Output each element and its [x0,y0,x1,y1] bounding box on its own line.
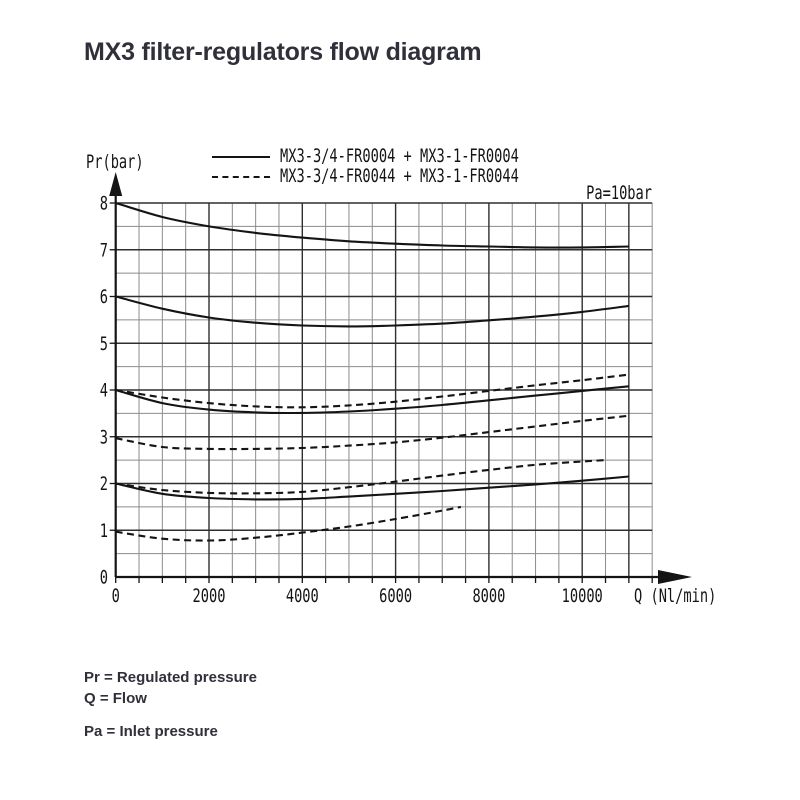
y-tick-label: 6 [100,286,108,308]
y-tick-label: 5 [100,333,108,355]
y-tick-label: 7 [100,239,108,261]
curve-fr0044-3bar [115,414,630,451]
x-tick-label: 10000 [562,585,603,607]
flow-curves [115,201,630,542]
legend-notes: Pr = Regulated pressure Q = Flow Pa = In… [84,667,257,742]
curve-fr0004-2bar [115,475,629,501]
y-axis-arrow-icon [109,172,123,196]
y-tick-label: 2 [100,473,108,495]
y-tick-label: 0 [100,566,108,588]
x-tick-label: 6000 [379,585,412,607]
tick-marks [109,202,653,583]
y-tick-label: 8 [100,192,108,214]
legend-label-fr0044: MX3-3/4-FR0044 + MX3-1-FR0044 [280,165,519,187]
y-tick-label: 4 [100,379,108,401]
curve-fr0044-2bar [115,459,606,495]
legend-dashed-line-swatch [212,176,270,178]
x-axis-arrow-icon [658,570,692,584]
axes [109,172,692,584]
legend-label-fr0004: MX3-3/4-FR0004 + MX3-1-FR0004 [280,145,519,167]
curve-fr0004-6bar [115,295,630,328]
curve-fr0004-8bar [115,201,629,249]
y-tick-label: 3 [100,426,108,448]
x-tick-label: 4000 [286,585,319,607]
legend-solid-line-swatch [212,156,270,158]
y-axis-title: Pr(bar) [86,151,144,173]
curve-fr0044-4bar [115,373,630,409]
x-tick-label: 8000 [472,585,505,607]
note-regulated-pressure: Pr = Regulated pressure [84,669,257,686]
grid-major-lines [115,202,653,577]
inlet-pressure-annotation: Pa=10bar [586,182,652,204]
y-tick-label: 1 [100,520,108,542]
note-flow: Q = Flow [84,690,147,707]
x-tick-label: 0 [112,585,120,607]
page-title: MX3 filter-regulators flow diagram [84,38,482,66]
curve-fr0004-4bar [115,385,629,415]
x-axis-title: Q (Nl/min) [634,585,716,607]
x-tick-label: 2000 [193,585,226,607]
note-inlet-pressure: Pa = Inlet pressure [84,723,218,740]
curve-fr0044-1bar [115,505,462,542]
axis-labels: 0 2000 4000 6000 8000 10000 0 1 2 3 4 5 6 7 8 Pr(bar) Q … [86,151,716,607]
